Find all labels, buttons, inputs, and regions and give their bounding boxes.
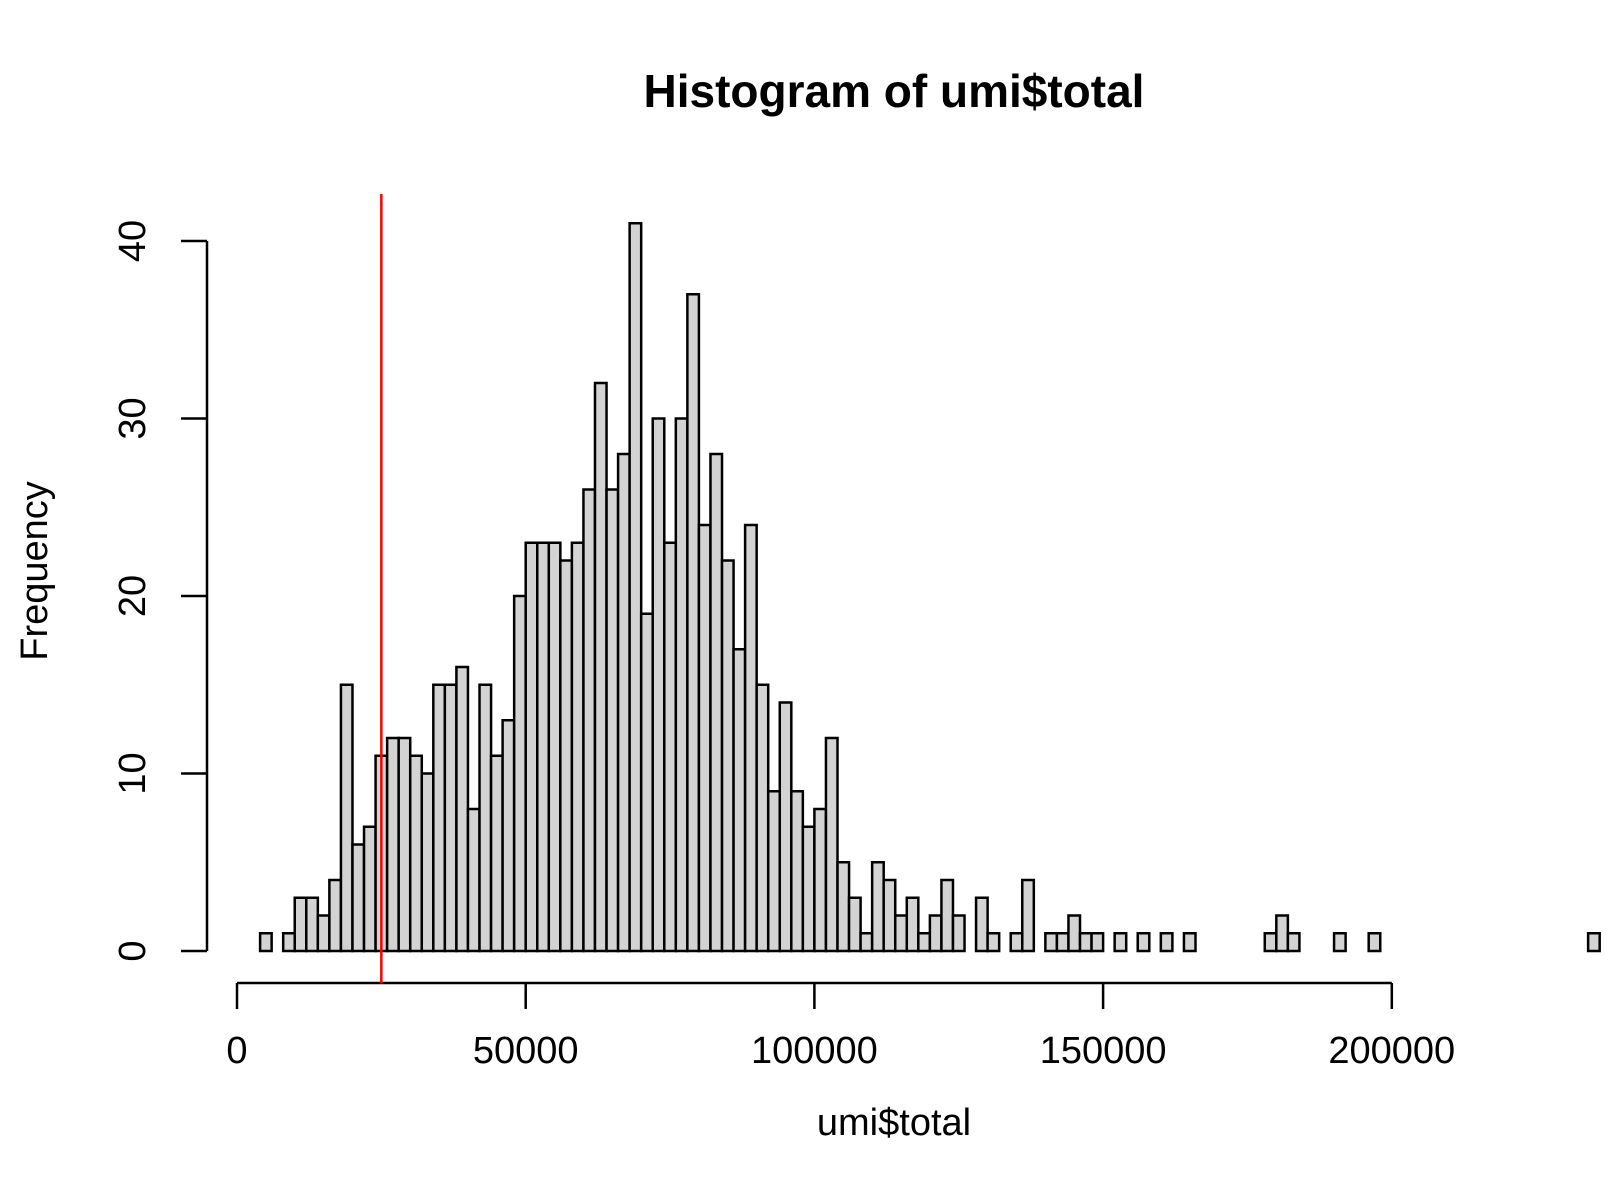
histogram-bar: [720, 559, 735, 953]
histogram-bar: [1275, 914, 1290, 953]
x-tick-label: 200000: [1328, 1030, 1455, 1072]
x-axis: 0 50000 100000 150000 200000: [226, 981, 1455, 1072]
histogram-bar: [836, 861, 851, 953]
histogram-bar: [639, 612, 654, 953]
histogram-bar: [732, 648, 747, 953]
x-tick-label: 100000: [751, 1030, 878, 1072]
y-tick-label: 10: [112, 752, 154, 794]
histogram-bar: [1044, 932, 1059, 953]
histogram-bar: [547, 541, 562, 953]
histogram-bar: [905, 896, 920, 953]
histogram-bar: [766, 790, 782, 953]
histogram-bar: [859, 932, 874, 953]
histogram-bar: [466, 807, 481, 953]
histogram-bar: [616, 452, 631, 953]
histogram-bar: [790, 790, 805, 953]
histogram-bar: [385, 736, 400, 953]
histogram-bar: [628, 222, 643, 953]
histogram-bar: [1021, 878, 1036, 953]
histogram-bar: [524, 541, 539, 953]
y-tick-label: 30: [112, 397, 154, 439]
histogram-bar: [928, 914, 943, 953]
x-axis-label: umi$total: [817, 1102, 971, 1144]
histogram-bar: [974, 896, 989, 953]
histogram-bar: [443, 683, 458, 953]
histogram-bar: [432, 683, 447, 953]
histogram-bar: [743, 523, 758, 953]
histogram-bar: [651, 417, 666, 953]
histogram-bar: [351, 843, 366, 953]
histogram-bar: [686, 293, 701, 953]
histogram-bar: [1113, 932, 1128, 953]
histogram-bar: [536, 541, 551, 953]
histogram-bar: [316, 914, 331, 953]
histogram-bar: [339, 683, 354, 953]
histogram-bar: [501, 719, 516, 953]
y-axis-label: Frequency: [14, 481, 56, 661]
histogram-bar: [663, 541, 678, 953]
histogram-bar: [801, 825, 816, 953]
histogram-bar: [258, 932, 273, 953]
histogram-bar: [870, 861, 885, 953]
y-tick-label: 20: [112, 575, 154, 617]
histogram-bar: [917, 932, 932, 953]
histogram-bar: [420, 772, 435, 953]
histogram-bar: [1136, 932, 1151, 953]
histogram-bar: [397, 736, 412, 953]
histogram-bar: [755, 683, 770, 953]
histogram-bar: [1332, 932, 1347, 953]
histogram-bar: [1263, 932, 1278, 953]
bars-group: [258, 222, 1601, 953]
y-tick-label: 40: [112, 220, 154, 262]
histogram-bar: [582, 488, 597, 953]
histogram-bar: [709, 452, 724, 953]
histogram-bar: [1009, 932, 1024, 953]
histogram-bar: [305, 896, 320, 953]
histogram-bar: [824, 736, 839, 953]
histogram-bar: [1055, 932, 1070, 953]
histogram-bar: [882, 878, 897, 953]
histogram-bar: [697, 523, 712, 953]
histogram-bar: [293, 896, 308, 953]
histogram-bar: [1367, 932, 1382, 953]
histogram-bar: [1586, 932, 1601, 953]
histogram-bar: [593, 381, 608, 953]
histogram-bar: [455, 665, 470, 953]
histogram-bar: [778, 701, 793, 953]
histogram-bar: [1182, 932, 1197, 953]
y-tick-label: 0: [112, 940, 154, 961]
chart-title: Histogram of umi$total: [644, 65, 1145, 117]
histogram-bar: [1090, 932, 1105, 953]
x-tick-label: 50000: [473, 1030, 579, 1072]
histogram-bar: [893, 914, 909, 953]
histogram-bar: [328, 878, 343, 953]
histogram-bar: [478, 683, 493, 953]
histogram-bar: [570, 541, 585, 953]
histogram-bar: [559, 559, 574, 953]
histogram-bar: [951, 914, 966, 953]
x-tick-label: 0: [226, 1030, 247, 1072]
histogram-bar: [1067, 914, 1082, 953]
x-tick-label: 150000: [1040, 1030, 1167, 1072]
histogram-bar: [940, 878, 955, 953]
histogram-bar: [813, 807, 828, 953]
histogram-bar: [281, 932, 296, 953]
histogram-bar: [1078, 932, 1093, 953]
histogram-bar: [605, 488, 620, 953]
histogram-bar: [408, 754, 424, 953]
histogram-bar: [986, 932, 1001, 953]
histogram-bar: [489, 754, 504, 953]
histogram-bar: [1159, 932, 1174, 953]
histogram-bar: [362, 825, 377, 953]
histogram-bar: [847, 896, 862, 953]
histogram-bar: [1286, 932, 1301, 953]
histogram-bar: [674, 417, 689, 953]
y-axis: 0 10 20 30 40: [112, 220, 209, 962]
histogram-bar: [512, 594, 527, 953]
